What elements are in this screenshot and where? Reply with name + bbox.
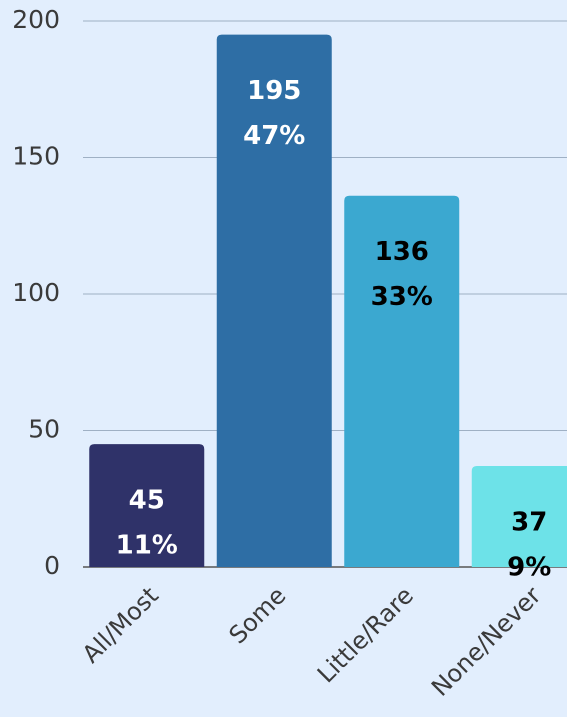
x-tick-label: Some [224, 581, 292, 649]
percent-label: 33% [371, 282, 433, 312]
x-tick-label: All/Most [77, 581, 164, 668]
bar [216, 34, 332, 567]
y-tick-label: 0 [44, 551, 60, 580]
data-label: 37 [511, 507, 547, 537]
bar [89, 444, 205, 567]
percent-label: 9% [507, 552, 551, 582]
data-label: 136 [375, 237, 429, 267]
bar [344, 195, 460, 567]
x-tick-label: Little/Rare [312, 581, 419, 688]
y-tick-label: 200 [12, 5, 60, 34]
data-label: 45 [129, 486, 165, 516]
y-tick-label: 100 [12, 278, 60, 307]
bar [471, 465, 567, 567]
percent-label: 11% [116, 531, 178, 561]
data-label: 195 [247, 76, 301, 106]
x-tick-label: None/Never [426, 581, 546, 701]
y-tick-label: 150 [12, 142, 60, 171]
y-tick-label: 50 [28, 415, 60, 444]
percent-label: 47% [243, 121, 305, 151]
